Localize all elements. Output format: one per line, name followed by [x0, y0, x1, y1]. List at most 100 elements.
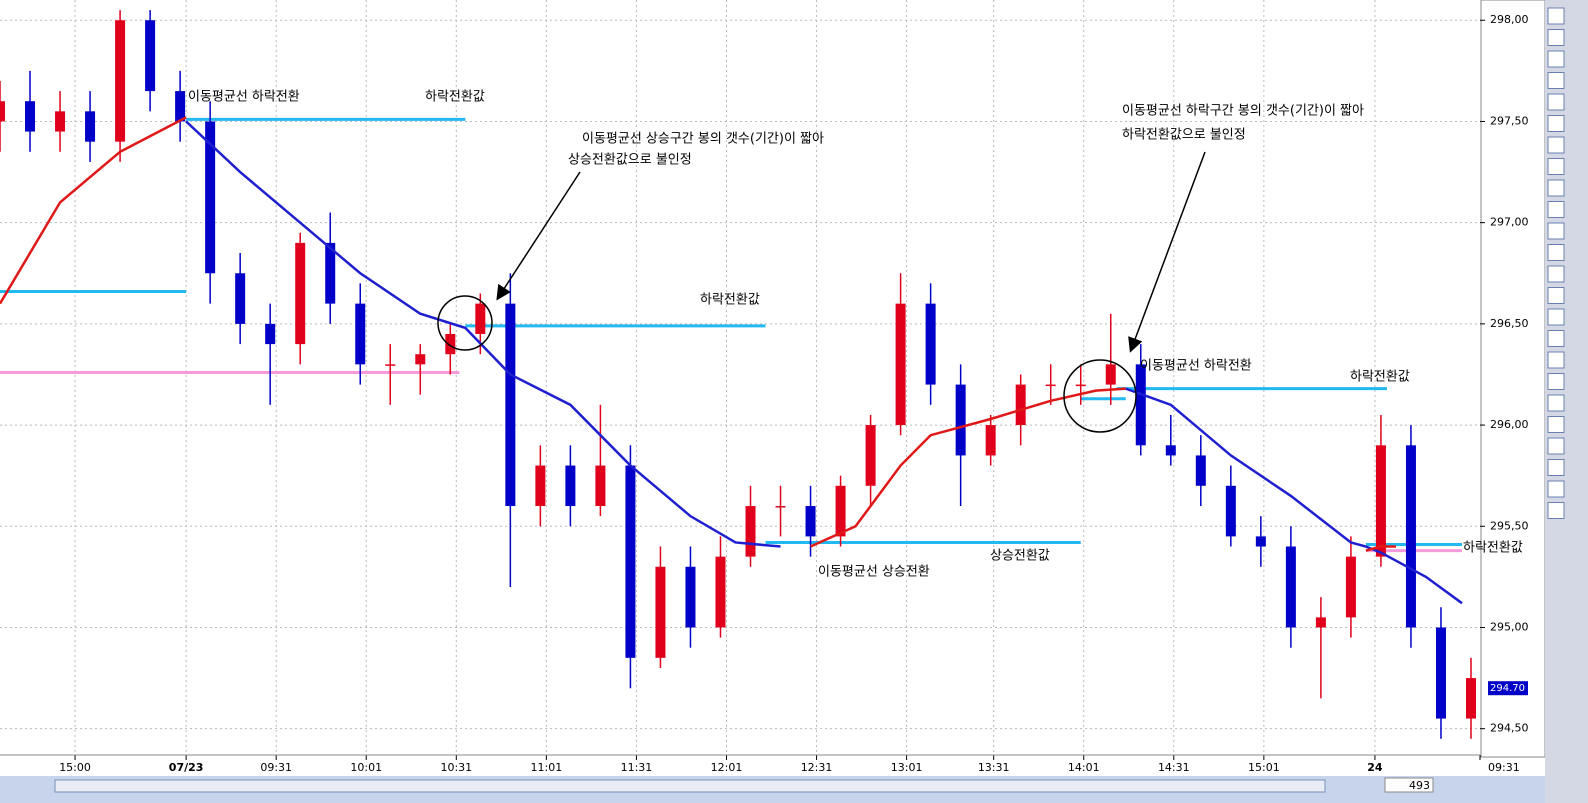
candle-body	[1255, 536, 1266, 547]
tool-button[interactable]	[1547, 222, 1565, 240]
annotation: 이동평균선 하락전환	[1140, 359, 1252, 374]
tool-button[interactable]	[1547, 50, 1565, 68]
candle-body	[1345, 556, 1356, 618]
candle-body	[1375, 445, 1386, 557]
tool-button[interactable]	[1547, 437, 1565, 455]
candle-body	[925, 303, 936, 385]
tool-button[interactable]	[1547, 179, 1565, 197]
candle-body	[895, 303, 906, 426]
x-tick-label: 10:01	[350, 761, 382, 774]
candle-body	[0, 101, 5, 122]
candle-body	[595, 465, 606, 507]
tool-button[interactable]	[1547, 158, 1565, 175]
annotation: 하락전환값으로 불인정	[1122, 128, 1246, 143]
candle-body	[1135, 364, 1146, 446]
annotation: 하락전환값	[700, 293, 760, 308]
candle-body	[265, 323, 276, 345]
moving-average	[0, 116, 1396, 552]
x-tick-label: 11:31	[621, 761, 653, 774]
tool-button[interactable]	[1547, 201, 1565, 218]
annotation: 상승전환값으로 불인정	[568, 153, 692, 168]
candle-body	[205, 121, 216, 274]
tool-button[interactable]	[1547, 93, 1565, 111]
tool-button[interactable]	[1547, 416, 1565, 433]
y-tick-label: 295,50	[1490, 519, 1529, 532]
tool-button[interactable]	[1547, 351, 1565, 369]
annotation: 하락전환값	[425, 90, 485, 105]
x-tick-label: 13:01	[891, 761, 923, 774]
candle-body	[655, 566, 666, 658]
y-tick-label: 295,00	[1490, 620, 1529, 633]
x-tick-label: 10:31	[440, 761, 472, 774]
arrow	[1128, 151, 1206, 353]
candle-body	[1045, 384, 1056, 387]
bar-count-box	[1384, 777, 1434, 793]
tool-button[interactable]	[1547, 330, 1565, 347]
candle-body	[55, 111, 66, 132]
y-axis-panel	[1480, 0, 1546, 758]
tool-button[interactable]	[1547, 480, 1565, 498]
candle-body	[295, 242, 306, 345]
tool-button[interactable]	[1547, 7, 1565, 25]
candle-body	[775, 506, 786, 508]
x-tick-label: 15:00	[59, 761, 91, 774]
x-tick-label: 09:31	[260, 761, 292, 774]
candle-body	[565, 465, 576, 507]
tool-button[interactable]	[1547, 115, 1565, 132]
tool-button[interactable]	[1547, 72, 1565, 89]
y-tick-label: 297,50	[1490, 114, 1529, 127]
tool-button[interactable]	[1547, 29, 1565, 46]
highlight-circle	[437, 295, 493, 351]
highlight-circle	[1063, 359, 1137, 433]
y-tick-label: 294,50	[1490, 722, 1529, 735]
x-tick-label: 14:01	[1068, 761, 1100, 774]
candle-body	[175, 91, 186, 122]
candle-body	[25, 101, 36, 132]
annotation: 이동평균선 하락전환	[188, 90, 300, 105]
candle-body	[1075, 384, 1086, 387]
candle-body	[145, 20, 156, 92]
candle-body	[1315, 617, 1326, 628]
tool-button[interactable]	[1547, 502, 1565, 519]
tool-button[interactable]	[1547, 244, 1565, 261]
last-price-box	[1488, 681, 1528, 696]
candle-body	[235, 273, 246, 324]
candle-body	[475, 303, 486, 334]
x-tick-label: 11:01	[531, 761, 563, 774]
tool-button[interactable]	[1547, 308, 1565, 326]
candle-body	[85, 111, 96, 142]
candle-body	[955, 384, 966, 456]
candle-body	[415, 354, 426, 365]
y-tick-label: 296,00	[1490, 418, 1529, 431]
last-price-label: 294.70	[1490, 683, 1525, 694]
tool-button[interactable]	[1547, 287, 1565, 304]
candle-body	[1105, 364, 1116, 385]
candle-body	[1165, 445, 1176, 456]
tool-button[interactable]	[1547, 265, 1565, 283]
x-tick-label: 12:01	[711, 761, 743, 774]
tool-button[interactable]	[1547, 394, 1565, 412]
tool-button[interactable]	[1547, 373, 1565, 390]
scroll-thumb[interactable]	[54, 779, 1326, 793]
annotation: 이동평균선 상승전환	[818, 565, 930, 580]
candle-body	[355, 303, 366, 365]
tool-button[interactable]	[1547, 136, 1565, 154]
x-tick-label: 09:31	[1488, 761, 1520, 774]
candle-body	[1195, 455, 1206, 486]
tool-icons	[1547, 7, 1565, 519]
candle-body	[1015, 384, 1026, 426]
candle-body	[1285, 546, 1296, 628]
candle-body	[535, 465, 546, 507]
bar-count: 493	[1409, 779, 1430, 792]
candle-body	[445, 333, 456, 355]
x-tick-label: 24	[1367, 761, 1383, 774]
candle-body	[115, 20, 126, 142]
candle-body	[1465, 678, 1476, 719]
annotation: 상승전환값	[990, 549, 1050, 564]
candle-body	[805, 506, 816, 537]
tool-button[interactable]	[1547, 459, 1565, 476]
candle-body	[715, 556, 726, 628]
candle-body	[1435, 627, 1446, 719]
candle-body	[1225, 485, 1236, 537]
